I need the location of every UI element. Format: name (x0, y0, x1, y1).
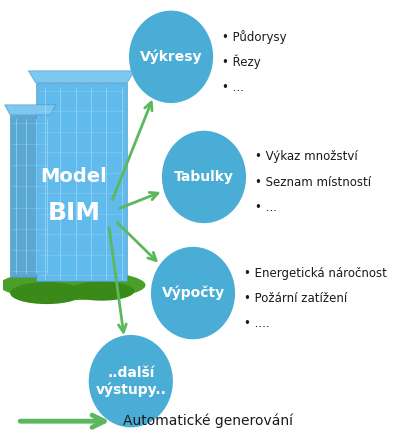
Text: • ...: • ... (255, 201, 277, 214)
Polygon shape (28, 71, 134, 83)
Ellipse shape (89, 335, 173, 427)
Text: • Výkaz množství: • Výkaz množství (255, 150, 358, 163)
Text: • Půdorysy: • Půdorysy (222, 30, 287, 44)
Ellipse shape (10, 282, 83, 304)
Ellipse shape (69, 282, 134, 300)
Text: Výkresy: Výkresy (140, 49, 202, 64)
Text: • Řezy: • Řezy (222, 55, 261, 69)
Text: • Požární zatížení: • Požární zatížení (244, 292, 348, 305)
Text: Automatické generování: Automatické generování (123, 414, 293, 428)
Text: • Seznam místností: • Seznam místností (255, 176, 371, 189)
Polygon shape (36, 83, 127, 281)
Ellipse shape (151, 247, 235, 339)
Text: • ....: • .... (244, 317, 270, 330)
Polygon shape (4, 105, 56, 115)
Ellipse shape (0, 270, 145, 300)
Text: Tabulky: Tabulky (174, 170, 234, 184)
Text: ..další
výstupy..: ..další výstupy.. (95, 366, 166, 396)
Ellipse shape (162, 131, 246, 223)
Text: • Energetická náročnost: • Energetická náročnost (244, 267, 387, 279)
Text: BIM: BIM (48, 201, 101, 225)
Text: Výpočty: Výpočty (162, 286, 225, 300)
Text: Model: Model (41, 167, 107, 187)
Polygon shape (10, 115, 50, 277)
Text: • ...: • ... (222, 81, 244, 94)
Ellipse shape (129, 11, 213, 103)
